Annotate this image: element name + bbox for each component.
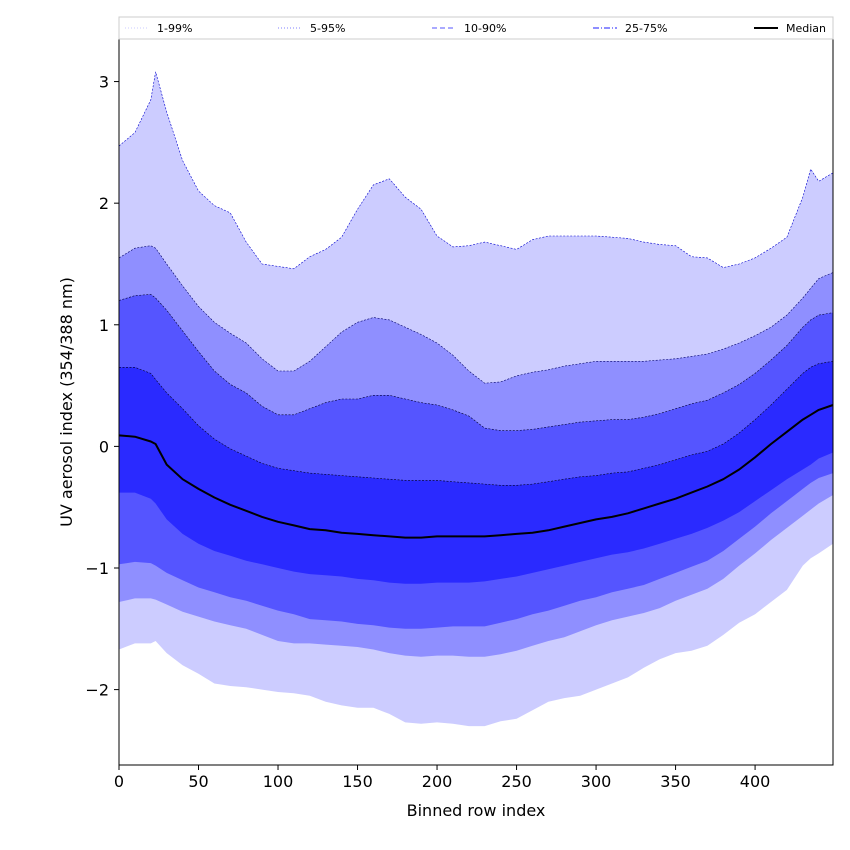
y-tick-label: 3 — [99, 73, 109, 92]
x-tick-label: 100 — [263, 772, 294, 791]
x-tick-label: 300 — [581, 772, 612, 791]
x-tick-label: 350 — [660, 772, 691, 791]
band-25-75pct — [119, 361, 833, 584]
band-upper-edge-10-90pct — [118, 294, 834, 431]
x-tick-label: 250 — [501, 772, 532, 791]
x-tick-label: 150 — [342, 772, 373, 791]
percentile-bands — [118, 71, 834, 727]
median-line — [118, 404, 834, 539]
legend-box — [118, 16, 834, 40]
y-tick-label: 1 — [99, 316, 109, 335]
band-upper-edge-5-95pct — [118, 245, 834, 384]
median-series — [118, 404, 834, 539]
y-axis-title: UV aerosol index (354/388 nm) — [57, 277, 76, 527]
band-upper-edge-1-99pct — [118, 71, 834, 270]
x-axis-title: Binned row index — [407, 801, 546, 820]
band-upper-edge-25-75pct — [119, 361, 834, 486]
legend-label-median: Median — [786, 22, 826, 35]
legend-label-1-99pct: 1-99% — [157, 22, 192, 35]
x-axis: 0 50 100 150 200 250 300 350 400 — [114, 765, 770, 791]
legend-label-5-95pct: 5-95% — [310, 22, 345, 35]
y-tick-label: −2 — [85, 681, 109, 700]
legend-label-25-75pct: 25-75% — [625, 22, 667, 35]
x-tick-label: 0 — [114, 772, 124, 791]
y-tick-label: 0 — [99, 437, 109, 456]
legend: 1-99% 5-95% 10-90% 25-75% Median — [118, 16, 834, 40]
y-tick-label: 2 — [99, 194, 109, 213]
y-tick-label: −1 — [85, 559, 109, 578]
legend-label-10-90pct: 10-90% — [464, 22, 506, 35]
y-axis: −2 −1 0 1 2 3 — [85, 73, 119, 700]
x-tick-label: 400 — [740, 772, 771, 791]
x-tick-label: 200 — [422, 772, 453, 791]
x-tick-label: 50 — [188, 772, 208, 791]
